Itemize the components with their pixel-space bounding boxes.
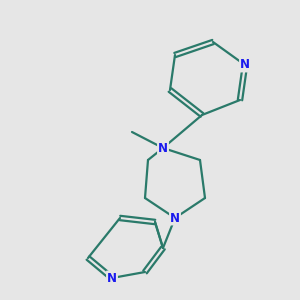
Text: N: N [170,212,180,224]
Text: N: N [107,272,117,284]
Text: N: N [240,58,250,71]
Text: N: N [158,142,168,154]
